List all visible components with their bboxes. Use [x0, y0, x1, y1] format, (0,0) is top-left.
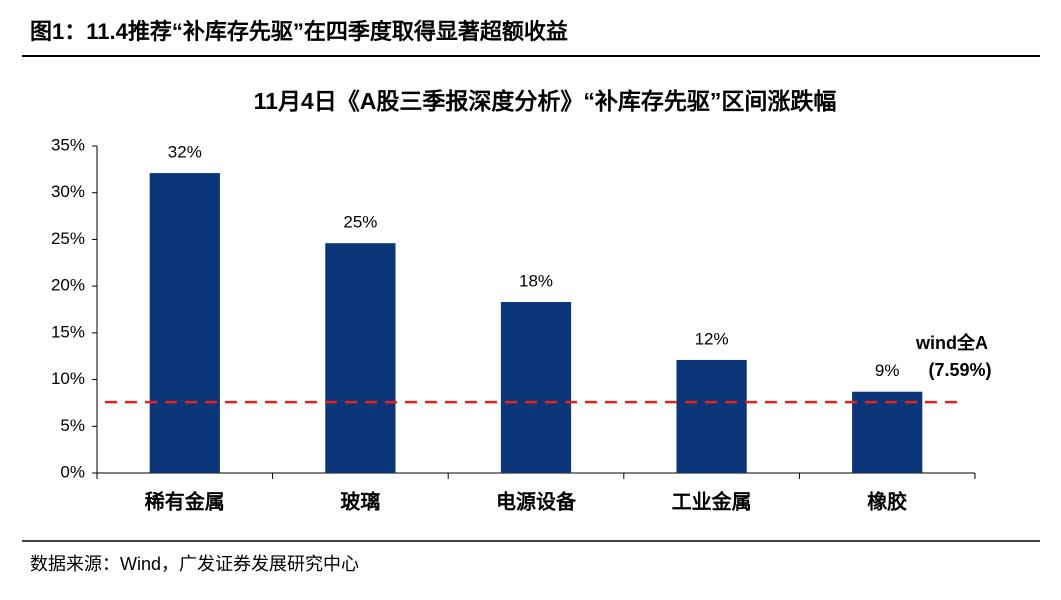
y-tick-label: 10% — [51, 369, 85, 388]
data-label: 25% — [343, 213, 377, 232]
chart-title: 11月4日《A股三季报深度分析》“补库存先驱”区间涨跌幅 — [254, 88, 837, 114]
y-tick-label: 15% — [51, 322, 85, 341]
reference-label: wind全A — [915, 332, 988, 353]
bar — [500, 302, 572, 473]
reference-value-label: (7.59%) — [928, 360, 991, 380]
data-label: 9% — [875, 361, 900, 380]
x-tick-label: 橡胶 — [867, 489, 907, 513]
y-tick-label: 0% — [60, 462, 85, 481]
bar — [149, 173, 220, 473]
y-tick-label: 35% — [51, 135, 85, 154]
bar — [676, 359, 747, 473]
data-label: 12% — [695, 329, 729, 348]
x-tick-label: 工业金属 — [672, 489, 752, 513]
bar — [852, 391, 923, 473]
bar — [325, 243, 396, 473]
data-label: 32% — [168, 143, 202, 162]
figure-title: 图1：11.4推荐“补库存先驱”在四季度取得显著超额收益 — [30, 19, 568, 44]
x-tick-label: 玻璃 — [340, 489, 380, 513]
y-tick-label: 5% — [60, 416, 85, 435]
y-tick-label: 30% — [51, 182, 85, 201]
x-tick-label: 电源设备 — [496, 489, 577, 513]
source-note: 数据来源：Wind，广发证券发展研究中心 — [30, 554, 359, 574]
y-tick-label: 20% — [51, 276, 85, 295]
y-tick-label: 25% — [51, 229, 85, 248]
x-tick-label: 稀有金属 — [145, 489, 225, 513]
data-label: 18% — [519, 272, 553, 291]
